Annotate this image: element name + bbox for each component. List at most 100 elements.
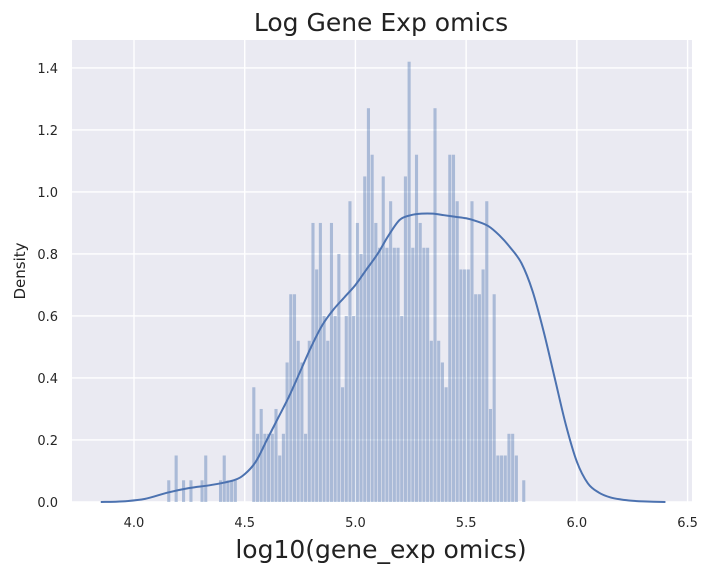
histogram-bar-44	[329, 222, 334, 503]
histogram-bar-31	[281, 433, 285, 502]
histogram-bar-48	[344, 315, 348, 502]
x-tick-label-1: 4.5	[234, 516, 255, 531]
histogram-bar-43	[326, 340, 330, 502]
histogram-bar-42	[322, 315, 326, 502]
histogram-bar-29	[274, 408, 278, 502]
histogram-bar-75	[444, 387, 448, 502]
histogram-bar-64	[403, 176, 407, 502]
histogram-bar-23	[252, 387, 256, 502]
x-tick-label-4: 6.0	[567, 516, 588, 531]
x-tick-label-2: 5.0	[345, 516, 366, 531]
histogram-bar-47	[341, 387, 345, 502]
histogram-bar-14	[218, 480, 223, 502]
histogram-bar-45	[333, 315, 337, 502]
histogram-bar-67	[414, 154, 419, 502]
histogram-bar-46	[337, 253, 341, 502]
histogram-bar-63	[400, 315, 404, 502]
histogram-bar-80	[463, 269, 467, 502]
histogram-bar-30	[278, 455, 282, 502]
histogram-bar-37	[304, 433, 308, 502]
histogram-bar-0	[167, 480, 171, 502]
x-tick-labels: 4.0 4.5 5.0 5.5 6.0 6.5	[124, 516, 698, 531]
histogram-bar-60	[389, 201, 393, 502]
histogram-bar-28	[270, 433, 274, 502]
histogram-bar-82	[470, 201, 474, 502]
histogram-bar-96	[522, 480, 526, 502]
histogram-bar-41	[318, 222, 322, 503]
histogram-bar-83	[474, 294, 478, 502]
histogram-bar-88	[492, 294, 496, 502]
histogram-bar-72	[433, 108, 437, 502]
y-tick-label-3: 0.6	[37, 310, 58, 325]
histogram-bar-10	[204, 455, 208, 502]
x-tick-label-5: 6.5	[677, 516, 698, 531]
histogram-bar-9	[200, 480, 204, 502]
histogram-bar-55	[370, 154, 374, 502]
y-tick-label-0: 0.0	[37, 496, 58, 511]
histogram-bar-25	[259, 408, 263, 502]
x-tick-label-3: 5.5	[456, 516, 477, 531]
histogram-bar-56	[374, 222, 378, 503]
histogram-bar-90	[500, 455, 504, 502]
y-tick-label-5: 1.0	[37, 186, 58, 201]
histogram-bar-24	[255, 433, 260, 502]
kde-curve	[100, 212, 666, 503]
chart-title: Log Gene Exp omics	[254, 8, 508, 37]
histogram-bar-62	[396, 247, 400, 502]
histogram-bars	[167, 61, 526, 503]
histogram-bar-4	[182, 480, 186, 502]
x-tick-label-0: 4.0	[124, 516, 145, 531]
histogram-bar-38	[307, 340, 311, 502]
histogram-bar-66	[411, 247, 415, 502]
plot-area	[72, 40, 692, 502]
histogram-bar-76	[448, 154, 452, 502]
histogram-bar-77	[451, 154, 456, 502]
histogram-bar-49	[348, 201, 352, 502]
histogram-bar-32	[285, 362, 289, 502]
histogram-bar-74	[440, 362, 444, 502]
histogram-bar-26	[263, 433, 267, 502]
histogram-bar-58	[381, 176, 385, 502]
histogram-bar-68	[418, 222, 422, 503]
y-tick-label-7: 1.4	[37, 62, 58, 77]
histogram-bar-51	[355, 222, 359, 503]
histogram-bar-39	[311, 222, 315, 503]
histogram-bar-94	[514, 455, 518, 502]
histogram-bar-40	[315, 269, 319, 502]
y-tick-label-1: 0.2	[37, 434, 58, 449]
histogram-bar-54	[366, 108, 370, 502]
histogram-bar-84	[477, 294, 481, 502]
histogram-bar-6	[189, 480, 193, 502]
histogram-bar-50	[352, 315, 356, 502]
histogram-bar-52	[359, 253, 363, 502]
histogram-bar-18	[233, 480, 237, 502]
histogram-bar-65	[407, 61, 411, 502]
histogram-bar-87	[488, 408, 493, 502]
x-axis-label: log10(gene_exp omics)	[235, 535, 526, 564]
histogram-bar-70	[426, 247, 430, 502]
histogram-bar-33	[289, 294, 293, 502]
histogram-bar-35	[296, 340, 300, 502]
histogram-bar-78	[455, 201, 459, 502]
histogram-bar-91	[503, 455, 507, 502]
histogram-bar-15	[222, 455, 226, 502]
histogram-bar-85	[481, 269, 485, 502]
histogram-bar-71	[429, 340, 433, 502]
histogram-bar-93	[511, 433, 515, 502]
histogram-bar-69	[422, 247, 426, 502]
histogram-bar-59	[385, 247, 389, 502]
grid-lines	[72, 40, 692, 503]
y-tick-label-2: 0.4	[37, 372, 58, 387]
histogram-bar-34	[292, 294, 297, 502]
histogram-bar-36	[300, 362, 304, 502]
histogram-bar-16	[226, 480, 230, 502]
histogram-bar-86	[485, 201, 489, 502]
histogram-bar-73	[437, 340, 441, 502]
histogram-bar-17	[230, 480, 234, 502]
histogram-bar-27	[267, 433, 271, 502]
histogram-bar-2	[174, 455, 178, 502]
histogram-bar-92	[507, 433, 511, 502]
histogram-bar-57	[377, 247, 382, 502]
y-tick-label-4: 0.8	[37, 248, 58, 263]
